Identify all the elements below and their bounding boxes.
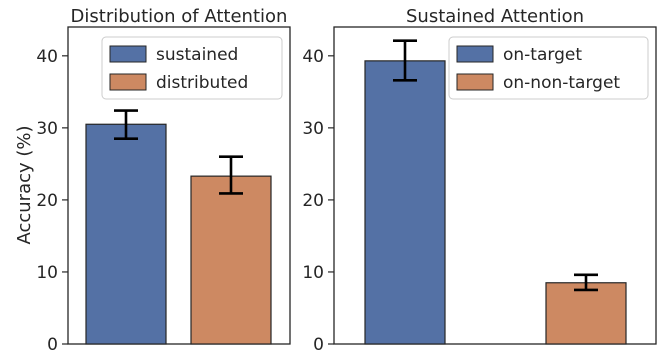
- y-tick-label: 30: [36, 119, 58, 139]
- y-tick-label: 20: [302, 191, 324, 211]
- legend: on-target on-non-target: [448, 36, 649, 100]
- legend-swatch: [456, 45, 494, 63]
- legend-label: sustained: [156, 45, 238, 65]
- y-tick-label: 40: [302, 47, 324, 67]
- legend-swatch: [109, 73, 147, 91]
- legend-label: distributed: [156, 73, 248, 93]
- y-tick-label: 30: [302, 119, 324, 139]
- bar-sustained: [85, 123, 167, 345]
- chart-title: Sustained Attention: [406, 6, 584, 27]
- y-axis-ticks: 0 10 20 30 40: [36, 47, 68, 352]
- bar-distributed: [190, 175, 272, 345]
- bars: [85, 109, 272, 345]
- legend-swatch: [456, 73, 494, 91]
- legend-label: on-non-target: [503, 73, 620, 93]
- legend-label: on-target: [503, 45, 582, 65]
- y-tick-label: 10: [302, 263, 324, 283]
- legend-swatch: [109, 45, 147, 63]
- chart-left: Distribution of Attention Accuracy (%) 0…: [14, 6, 291, 352]
- legend: sustained distributed: [101, 36, 283, 100]
- y-tick-label: 10: [36, 263, 58, 283]
- y-axis-label: Accuracy (%): [14, 125, 35, 244]
- y-tick-label: 0: [313, 335, 324, 352]
- y-tick-label: 40: [36, 47, 58, 67]
- plot-frame: [333, 26, 657, 345]
- plot-frame: [67, 26, 291, 345]
- y-tick-label: 0: [47, 335, 58, 352]
- legend-box: [101, 36, 283, 100]
- y-axis-ticks: 0 10 20 30 40: [302, 47, 334, 352]
- bars: [364, 39, 627, 345]
- legend-box: [448, 36, 649, 100]
- y-tick-label: 20: [36, 191, 58, 211]
- bar-on-target: [364, 60, 446, 345]
- bar-on-non-target: [545, 282, 627, 345]
- chart-title: Distribution of Attention: [71, 6, 288, 27]
